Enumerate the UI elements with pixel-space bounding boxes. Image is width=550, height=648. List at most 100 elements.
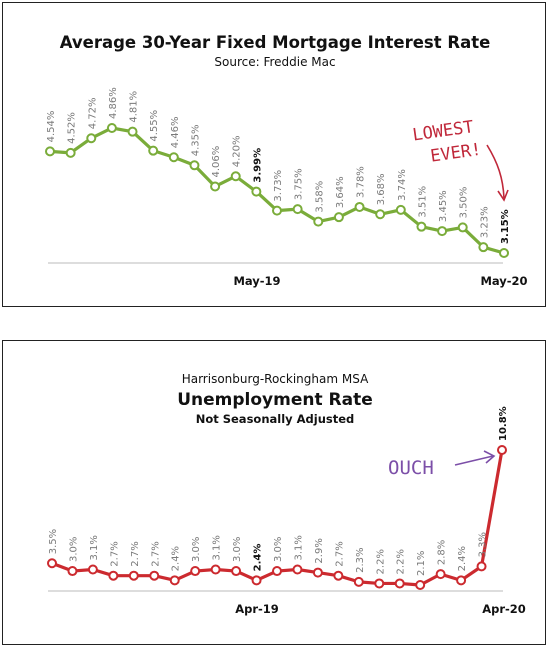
data-point [169,575,180,586]
data-point [168,152,179,163]
data-point [189,160,200,171]
data-point [499,248,509,258]
data-point [149,570,160,581]
data-point [47,558,57,569]
data-label: 2.4% [253,544,264,572]
data-point [127,126,138,137]
data-point [415,580,426,590]
chart-subtitle: Not Seasonally Adjusted [196,412,355,426]
data-point [333,570,344,581]
data-point [457,222,468,233]
data-label: 3.78% [356,166,367,198]
data-point [231,566,242,577]
data-point [437,226,448,237]
data-label: 3.0% [232,537,243,562]
data-label: 3.1% [89,535,100,560]
data-label: 2.7% [109,541,120,566]
data-label: 3.1% [212,535,223,560]
mortgage-rate-chart-panel: Average 30-Year Fixed Mortgage Interest … [2,2,546,307]
data-point [251,186,262,197]
data-label: 2.2% [375,549,386,574]
data-label: 3.75% [294,168,305,200]
data-label: 4.35% [190,124,201,156]
mortgage-rate-chart: Average 30-Year Fixed Mortgage Interest … [45,33,528,288]
data-point [312,567,323,578]
data-point [374,578,385,589]
data-point [333,212,344,223]
data-point [86,133,97,144]
data-point [476,561,487,572]
data-label: 4.72% [87,97,98,129]
unemployment-rate-chart: Harrisonburg-Rockingham MSA Unemployment… [47,372,526,616]
data-point [435,569,446,580]
line-series-marks: 3.5% 3.0% 3.1% 2.7% 2.7% 2.7% 2.4% 3.0% 3.1% 3.0%… [47,406,509,590]
data-point [272,566,282,577]
annotation-text: EVER! [429,140,482,167]
data-point [251,575,262,586]
chart-supertitle: Harrisonburg-Rockingham MSA [182,372,369,386]
data-label: 2.9% [314,538,325,563]
data-label: 3.0% [68,537,79,562]
chart-title: Average 30-Year Fixed Mortgage Interest … [60,33,491,52]
annotation-arrow [486,144,505,199]
data-point [210,564,221,575]
data-label: 3.0% [273,537,284,562]
data-label: 2.7% [334,541,345,566]
data-label: 4.46% [170,116,181,148]
chart-subtitle: Source: Freddie Mac [214,55,335,69]
data-point [375,209,386,220]
data-label: 3.1% [293,535,304,560]
data-label: 3.68% [376,173,387,205]
data-point [108,570,119,581]
data-label: 2.2% [396,549,407,574]
x-tick-label: Apr-20 [482,602,526,616]
data-point [210,181,221,192]
data-point [190,566,201,577]
annotation-arrow [454,455,494,466]
data-label: 3.64% [335,176,346,208]
data-label: 3.99% [252,148,263,183]
data-label: 3.0% [191,537,202,562]
data-point [353,576,364,587]
x-tick-label: May-20 [480,274,527,288]
data-label: 2.1% [416,551,427,576]
data-label: 4.86% [108,87,119,119]
data-point [416,221,427,232]
data-label: 3.74% [397,169,408,201]
data-label: 4.06% [211,146,222,178]
annotation-arrowhead [483,450,496,464]
data-point [45,146,55,157]
data-label: 2.7% [130,541,141,566]
data-label: 4.52% [67,112,78,144]
data-point [456,575,467,586]
data-point [128,570,139,581]
data-label: 4.55% [149,110,160,142]
data-label: 2.3% [355,547,366,572]
data-label: 4.20% [232,135,243,167]
data-point [394,578,405,589]
data-label: 2.4% [457,546,468,571]
line-series-marks: 4.54% 4.52% 4.72% 4.86% 4.81% 4.55% 4.46% 4.35%… [45,87,511,258]
data-label: 3.51% [417,186,428,218]
data-point [106,123,117,133]
data-point [497,445,507,455]
data-label: 3.50% [459,187,470,219]
data-label: 2.7% [150,541,161,566]
data-label: 2.4% [171,546,182,571]
data-point [67,566,78,577]
data-label: 3.73% [273,170,284,202]
data-point [354,201,365,212]
data-point [87,564,98,575]
data-label: 4.81% [129,91,140,123]
data-label: 3.58% [314,181,325,213]
data-point [292,564,303,575]
annotation-text: OUCH [388,457,434,479]
chart-title: Unemployment Rate [177,390,373,410]
annotation-arrowhead [497,189,509,202]
data-label: 3.15% [500,209,511,244]
data-label: 4.54% [46,111,57,143]
x-tick-label: May-19 [233,274,280,288]
data-label: 3.5% [48,529,59,554]
data-point [230,171,241,182]
data-label: 3.3% [478,532,489,557]
